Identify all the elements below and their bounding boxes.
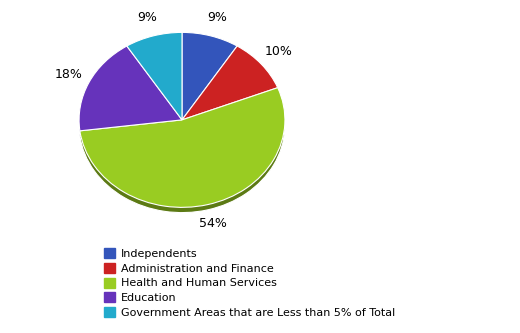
Wedge shape xyxy=(182,32,237,120)
Wedge shape xyxy=(182,46,278,120)
Wedge shape xyxy=(127,32,182,120)
Wedge shape xyxy=(127,38,182,125)
Wedge shape xyxy=(80,88,285,207)
Text: 10%: 10% xyxy=(265,45,293,58)
Wedge shape xyxy=(79,46,182,131)
Text: 9%: 9% xyxy=(207,11,227,24)
Legend: Independents, Administration and Finance, Health and Human Services, Education, : Independents, Administration and Finance… xyxy=(102,246,397,320)
Wedge shape xyxy=(79,51,182,136)
Text: 9%: 9% xyxy=(137,11,157,24)
Text: 54%: 54% xyxy=(199,217,227,230)
Wedge shape xyxy=(182,51,278,125)
Wedge shape xyxy=(182,38,237,125)
Wedge shape xyxy=(80,93,285,212)
Text: 18%: 18% xyxy=(55,68,82,81)
